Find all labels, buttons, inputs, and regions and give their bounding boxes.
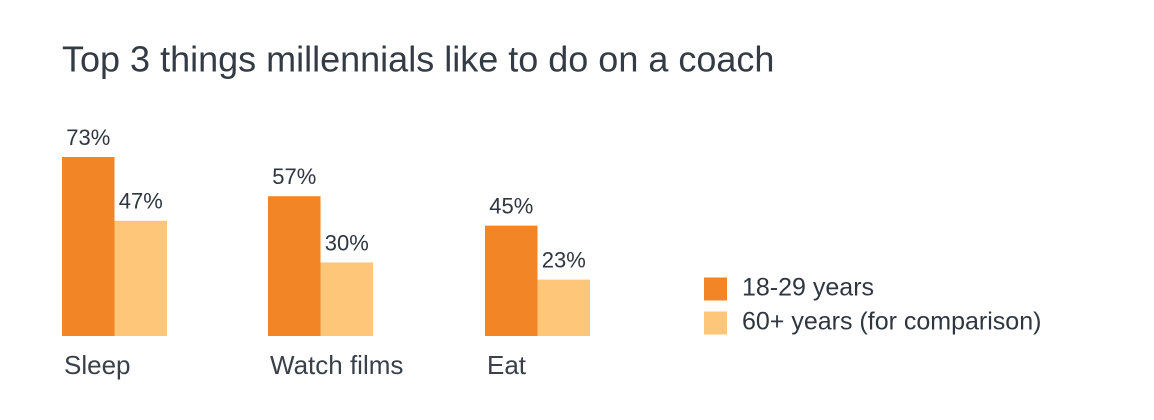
- x-tick-label: Sleep: [64, 350, 131, 380]
- legend-swatch: [704, 277, 727, 301]
- value-label: 57%: [272, 164, 316, 189]
- bar: [268, 196, 321, 336]
- bar: [485, 225, 538, 336]
- value-label: 47%: [119, 189, 163, 214]
- chart-title: Top 3 things millennials like to do on a…: [62, 39, 774, 80]
- bar: [537, 279, 590, 336]
- bar: [114, 220, 167, 336]
- value-label: 30%: [325, 230, 369, 255]
- bar: [62, 157, 115, 336]
- x-tick-label: Watch films: [270, 350, 403, 380]
- value-label: 23%: [542, 247, 586, 272]
- x-tick-label: Eat: [487, 350, 527, 380]
- legend-swatch: [704, 311, 727, 335]
- value-label: 73%: [66, 125, 110, 150]
- legend-label: 60+ years (for comparison): [742, 308, 1041, 336]
- bar: [320, 262, 373, 336]
- value-label: 45%: [489, 193, 533, 218]
- legend-label: 18-29 years: [742, 274, 874, 302]
